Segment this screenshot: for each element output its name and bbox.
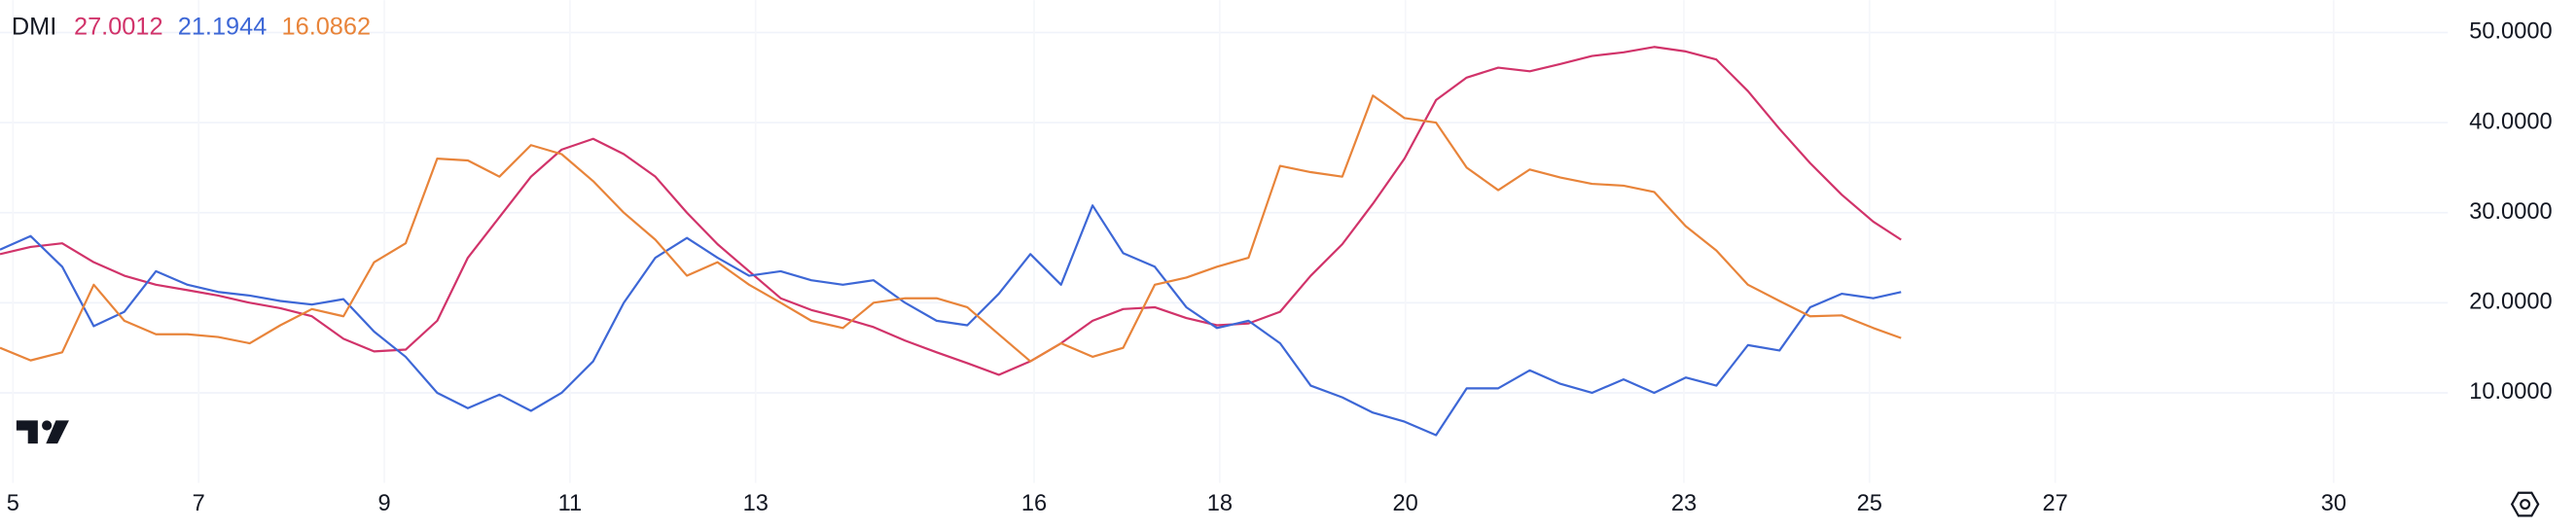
- indicator-name: DMI: [12, 14, 56, 41]
- x-tick-label: 27: [2043, 491, 2068, 516]
- dmi-line: [0, 46, 1902, 376]
- x-tick-label: 18: [1207, 491, 1233, 516]
- y-tick-label: 30.0000: [2469, 199, 2552, 225]
- plot: 10.0000 20.0000 30.0000 40.0000 50.0000 5 7 9 11…: [0, 13, 2553, 516]
- x-tick-label: 11: [558, 491, 583, 516]
- x-tick-label: 25: [1857, 491, 1882, 516]
- x-tick-label: 5: [7, 491, 19, 516]
- x-tick-label: 7: [193, 491, 205, 516]
- y-tick-label: 50.0000: [2469, 19, 2552, 45]
- legend-value: 21.1944: [178, 14, 268, 41]
- tradingview-logo: [16, 420, 69, 444]
- dmi-line: [0, 94, 1902, 363]
- x-tick-label: 30: [2321, 491, 2346, 516]
- settings-icon[interactable]: [2510, 491, 2540, 517]
- x-tick-label: 20: [1393, 491, 1418, 516]
- x-tick-label: 9: [377, 491, 390, 516]
- x-tick-label: 23: [1671, 491, 1697, 516]
- dmi-line: [0, 204, 1902, 437]
- x-tick-label: 13: [743, 491, 769, 516]
- legend-value: 16.0862: [282, 14, 372, 41]
- y-tick-label: 10.0000: [2469, 379, 2552, 405]
- y-tick-label: 20.0000: [2469, 290, 2552, 315]
- x-tick-label: 16: [1021, 491, 1047, 516]
- legend: 27.0012 21.1944 16.0862: [74, 14, 371, 41]
- legend-value: 27.0012: [74, 14, 163, 41]
- y-tick-label: 40.0000: [2469, 109, 2552, 134]
